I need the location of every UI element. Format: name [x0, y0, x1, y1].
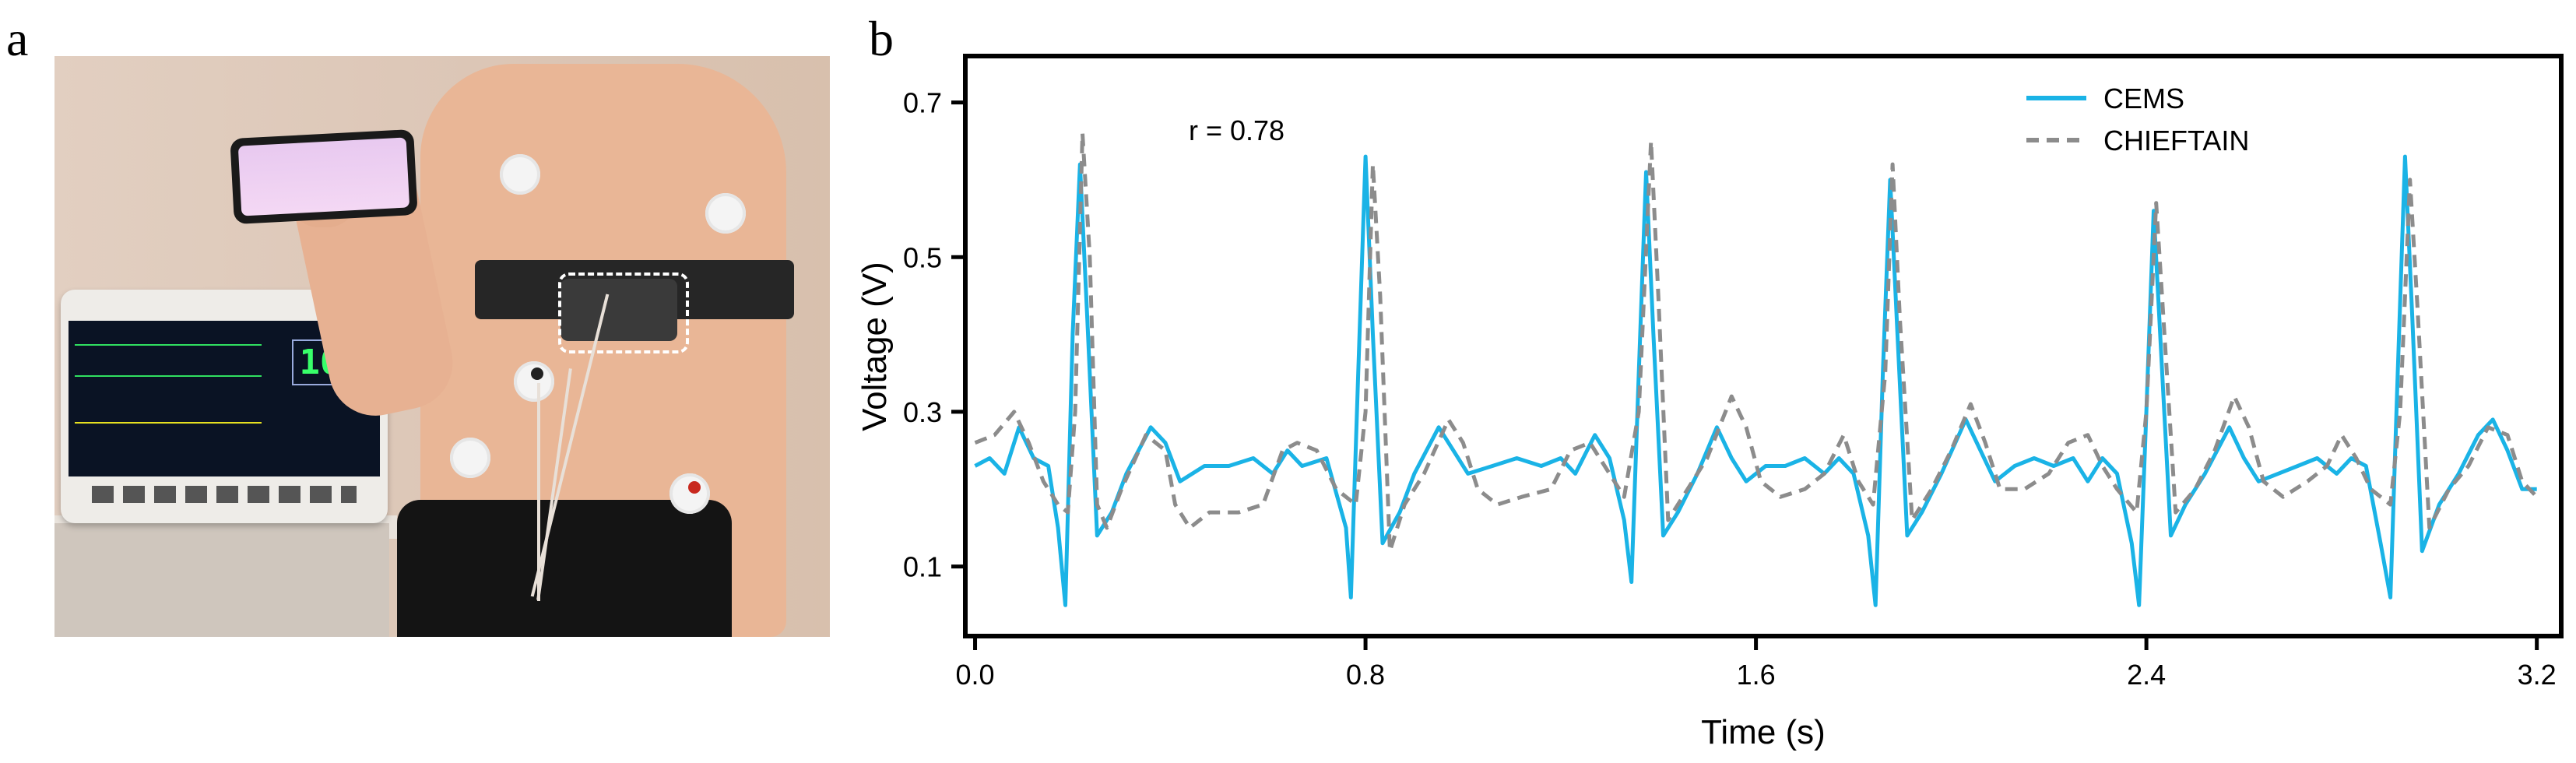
photo-panel: 107 [54, 56, 830, 637]
x-tick-label: 0.8 [1346, 659, 1385, 691]
electrode [669, 473, 710, 514]
x-tick-label: 3.2 [2518, 659, 2557, 691]
device-highlight-box [558, 272, 689, 353]
monitor-trace [75, 422, 262, 424]
cems-device [561, 279, 677, 341]
y-axis-label: Voltage (V) [856, 262, 894, 431]
monitor-trace [75, 375, 262, 377]
x-tick-label: 2.4 [2127, 659, 2166, 691]
monitor-trace [75, 344, 262, 346]
series-line-chieftain [974, 131, 2539, 554]
legend-label-cems: CEMS [2103, 83, 2184, 114]
y-axis: 0.1 0.3 0.5 0.7 [903, 87, 965, 583]
correlation-annotation: r = 0.78 [1189, 114, 1284, 146]
y-tick-label: 0.1 [903, 551, 942, 583]
phone-screen [237, 137, 410, 216]
smartphone [230, 128, 418, 225]
series-layer [974, 131, 2539, 607]
monitor-buttons [92, 486, 357, 503]
legend-label-chieftain: CHIEFTAIN [2103, 125, 2249, 156]
panel-label-b: b [869, 11, 894, 66]
y-tick-label: 0.5 [903, 241, 942, 273]
y-tick-label: 0.7 [903, 87, 942, 119]
x-tick-label: 1.6 [1737, 659, 1776, 691]
legend: CEMS CHIEFTAIN [2026, 83, 2249, 156]
x-axis: 0.0 0.8 1.6 2.4 3.2 [956, 636, 2557, 691]
plot-area [963, 54, 2564, 638]
x-axis-label: Time (s) [1701, 713, 1826, 751]
electrode-clip [688, 481, 701, 494]
x-tick-label: 0.0 [956, 659, 995, 691]
series-line-cems [974, 154, 2537, 607]
electrode [705, 193, 746, 234]
electrode-clip [531, 367, 543, 380]
plot-frame [963, 54, 2564, 638]
subject-shorts [397, 500, 732, 637]
electrode [500, 154, 540, 195]
lead-wire [537, 383, 540, 601]
ecg-chart: 0.0 0.8 1.6 2.4 3.2 0.1 0.3 0.5 0.7 Time (s) Vo… [856, 54, 2564, 751]
electrode [450, 438, 490, 478]
y-tick-label: 0.3 [903, 396, 942, 428]
panel-label-a: a [6, 11, 29, 66]
side-table-legs [54, 523, 389, 637]
